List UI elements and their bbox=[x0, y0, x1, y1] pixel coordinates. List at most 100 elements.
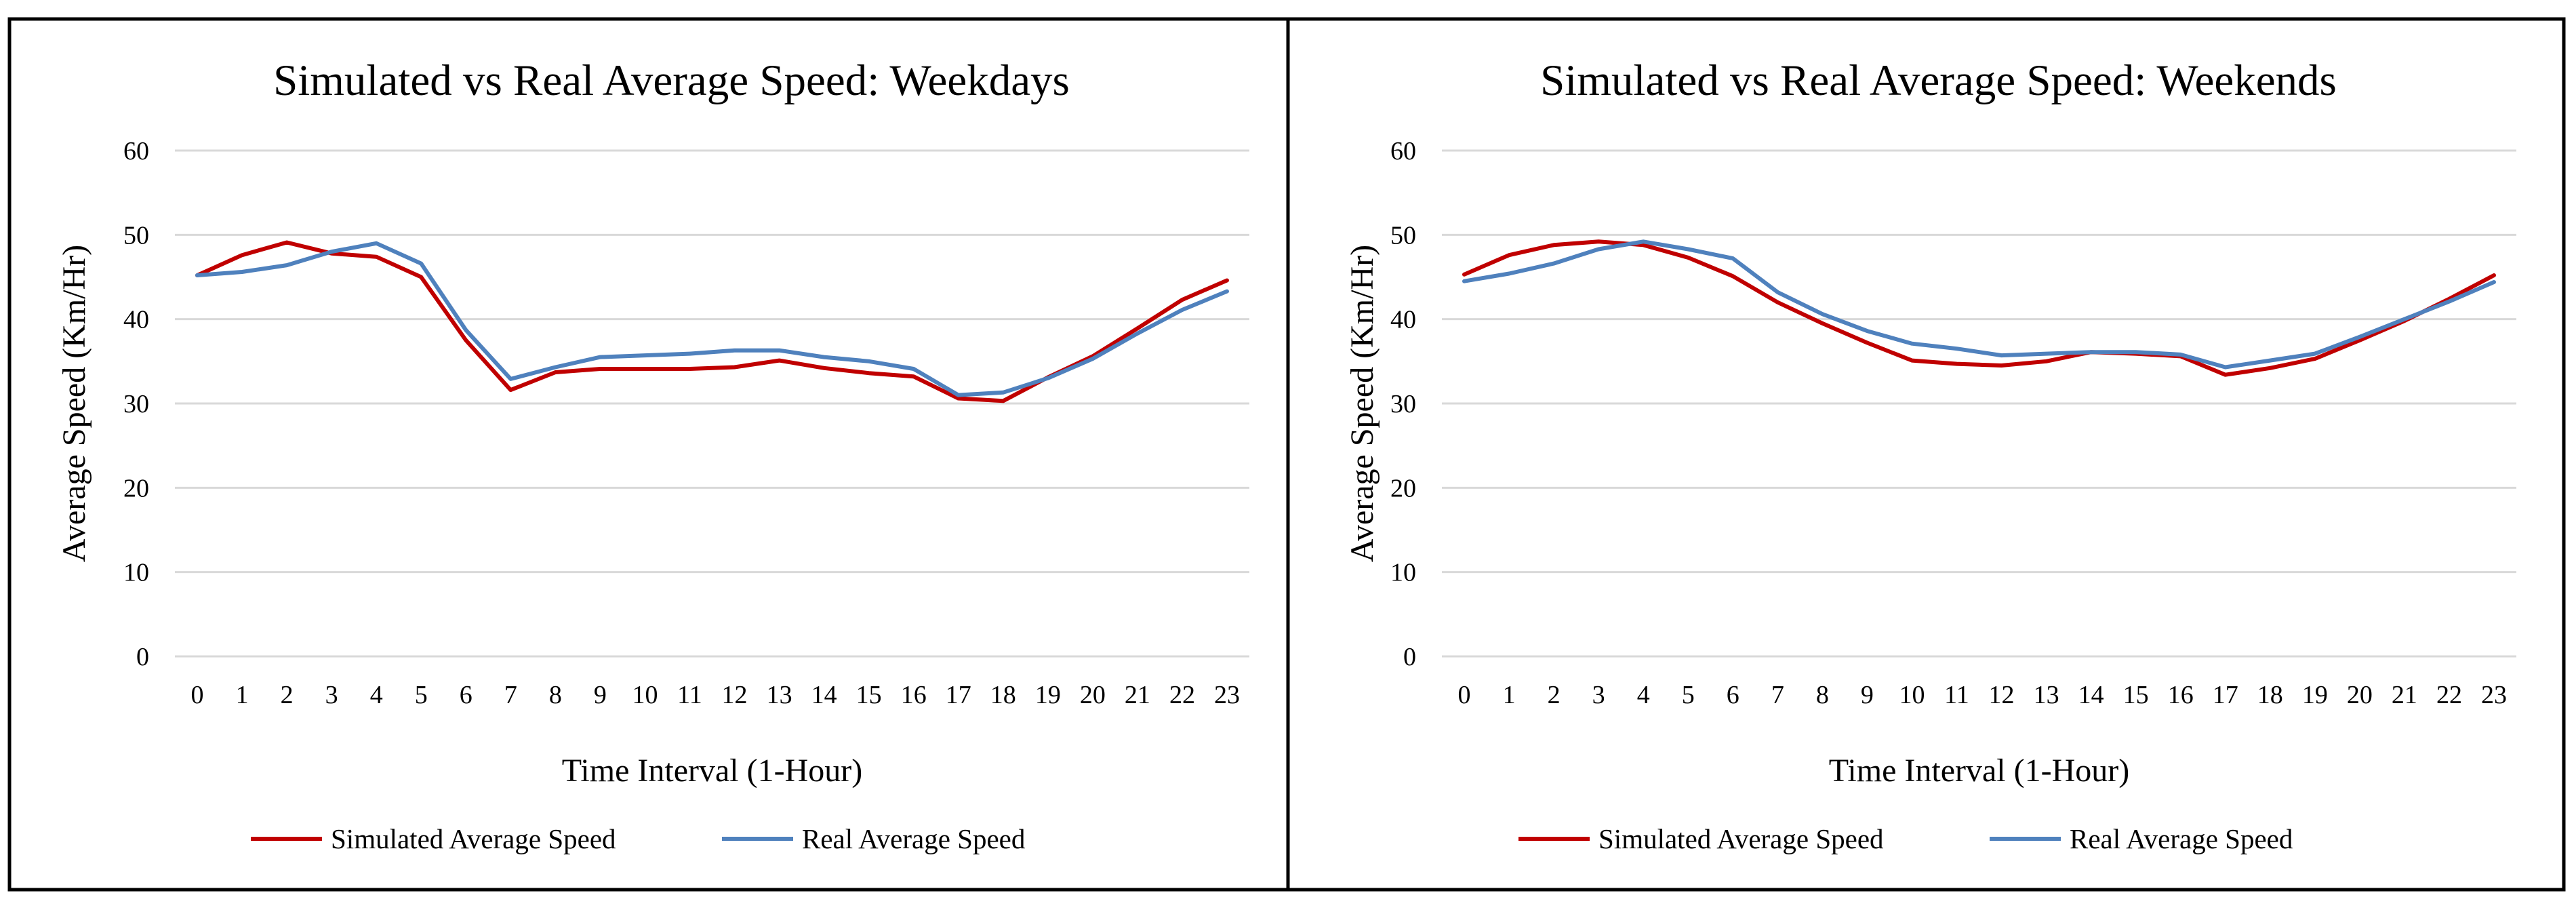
data-point bbox=[1910, 342, 1914, 346]
data-point bbox=[2000, 363, 2004, 368]
x-tick-label: 8 bbox=[1816, 681, 1829, 709]
data-point bbox=[1641, 239, 1645, 243]
y-tick-label: 0 bbox=[1403, 643, 1416, 671]
series-real bbox=[1462, 239, 2496, 370]
y-tick-label: 30 bbox=[1390, 390, 1416, 418]
x-tick-label: 9 bbox=[1861, 681, 1874, 709]
x-tick-label: 7 bbox=[504, 681, 517, 709]
data-point bbox=[2089, 350, 2093, 354]
legend-label: Simulated Average Speed bbox=[331, 823, 616, 854]
x-tick-label: 22 bbox=[2436, 681, 2462, 709]
y-tick-label: 0 bbox=[136, 643, 149, 671]
data-point bbox=[2268, 359, 2272, 363]
x-tick-label: 17 bbox=[2213, 681, 2238, 709]
data-point bbox=[1135, 326, 1140, 330]
x-tick-label: 2 bbox=[1548, 681, 1561, 709]
x-tick-label: 5 bbox=[1682, 681, 1695, 709]
x-tick-label: 10 bbox=[632, 681, 658, 709]
y-tick-label: 20 bbox=[1390, 474, 1416, 502]
data-point bbox=[329, 250, 334, 254]
data-point bbox=[2268, 366, 2272, 370]
x-tick-label: 7 bbox=[1771, 681, 1784, 709]
data-point bbox=[1731, 256, 1735, 260]
x-tick-label: 0 bbox=[1458, 681, 1471, 709]
data-point bbox=[1462, 273, 1466, 277]
data-point bbox=[1775, 290, 1779, 294]
data-point bbox=[419, 262, 423, 266]
data-point bbox=[1596, 239, 1601, 243]
data-point bbox=[2134, 350, 2138, 354]
data-point bbox=[778, 349, 782, 353]
data-point bbox=[1001, 399, 1005, 403]
x-tick-label: 0 bbox=[191, 681, 204, 709]
data-point bbox=[240, 253, 244, 257]
series-line bbox=[1462, 239, 2496, 377]
x-tick-label: 3 bbox=[325, 681, 338, 709]
x-tick-label: 20 bbox=[2347, 681, 2373, 709]
data-point bbox=[822, 355, 826, 359]
data-point bbox=[2313, 357, 2317, 361]
x-tick-label: 1 bbox=[236, 681, 249, 709]
data-point bbox=[733, 349, 737, 353]
series-line bbox=[195, 240, 1229, 403]
data-point bbox=[1865, 340, 1869, 344]
x-tick-label: 23 bbox=[2481, 681, 2507, 709]
data-point bbox=[1910, 359, 1914, 363]
y-tick-label: 60 bbox=[1390, 137, 1416, 165]
data-point bbox=[2447, 300, 2451, 304]
x-tick-label: 19 bbox=[1035, 681, 1061, 709]
y-tick-label: 50 bbox=[1390, 221, 1416, 250]
series-line bbox=[195, 241, 1229, 397]
y-tick-label: 20 bbox=[123, 474, 149, 502]
data-point bbox=[1180, 298, 1184, 302]
data-point bbox=[464, 328, 468, 332]
data-point bbox=[1507, 253, 1511, 257]
data-point bbox=[2492, 273, 2496, 277]
data-point bbox=[2358, 338, 2362, 342]
y-tick-label: 50 bbox=[123, 221, 149, 250]
y-tick-label: 30 bbox=[123, 390, 149, 418]
data-point bbox=[2000, 353, 2004, 357]
data-point bbox=[1820, 312, 1824, 316]
x-tick-label: 1 bbox=[1503, 681, 1516, 709]
y-tick-label: 10 bbox=[123, 559, 149, 587]
data-point bbox=[2045, 359, 2049, 363]
x-tick-label: 13 bbox=[2034, 681, 2059, 709]
data-point bbox=[1135, 332, 1140, 336]
x-tick-label: 11 bbox=[677, 681, 702, 709]
chart-weekdays: Simulated vs Real Average Speed: Weekday… bbox=[56, 56, 1249, 854]
data-point bbox=[240, 270, 244, 274]
panel-frame-weekends bbox=[1286, 17, 2566, 892]
data-point bbox=[822, 366, 826, 370]
x-tick-label: 12 bbox=[722, 681, 748, 709]
x-tick-label: 16 bbox=[2168, 681, 2194, 709]
data-point bbox=[867, 371, 871, 375]
x-tick-label: 15 bbox=[856, 681, 882, 709]
series-simulated bbox=[195, 240, 1229, 403]
series-line bbox=[1462, 239, 2496, 370]
data-point bbox=[1180, 308, 1184, 312]
data-point bbox=[1641, 243, 1645, 247]
chart-title: Simulated vs Real Average Speed: Weekday… bbox=[273, 56, 1070, 105]
y-tick-label: 40 bbox=[123, 306, 149, 334]
data-point bbox=[2223, 373, 2228, 377]
data-point bbox=[2223, 365, 2228, 370]
data-point bbox=[1775, 300, 1779, 304]
data-point bbox=[1046, 376, 1050, 380]
y-axis-label: Average Speed (Km/Hr) bbox=[1344, 245, 1380, 562]
x-tick-label: 14 bbox=[2078, 681, 2104, 709]
x-tick-label: 18 bbox=[2257, 681, 2283, 709]
data-point bbox=[1731, 274, 1735, 278]
x-tick-label: 2 bbox=[281, 681, 294, 709]
data-point bbox=[733, 365, 737, 370]
legend-label: Real Average Speed bbox=[802, 823, 1025, 854]
x-tick-label: 4 bbox=[370, 681, 383, 709]
data-point bbox=[2402, 317, 2407, 321]
data-point bbox=[643, 367, 647, 371]
data-point bbox=[912, 367, 916, 371]
data-point bbox=[957, 397, 961, 401]
data-point bbox=[1865, 329, 1869, 333]
data-point bbox=[1596, 247, 1601, 251]
data-point bbox=[419, 275, 423, 279]
